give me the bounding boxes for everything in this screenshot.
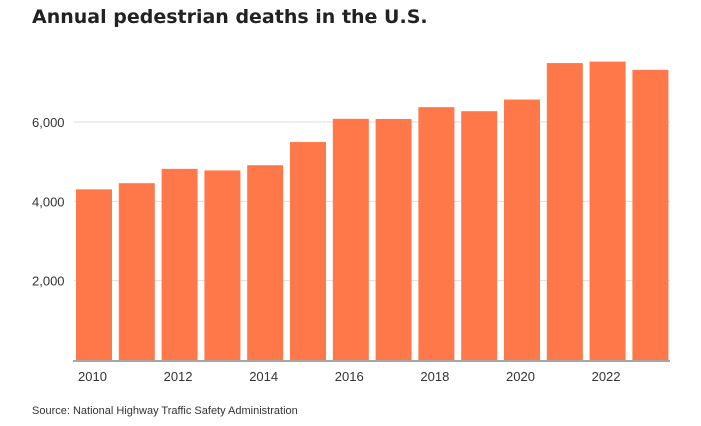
x-tick-label: 2012 (164, 369, 193, 384)
bar-2019 (461, 111, 498, 360)
x-tick-label: 2016 (335, 369, 364, 384)
x-tick-label: 2018 (420, 369, 449, 384)
source-note: Source: National Highway Traffic Safety … (32, 405, 298, 417)
y-tick-label: 6,000 (32, 115, 65, 130)
bar-2021 (546, 63, 583, 361)
bar-2018 (418, 107, 455, 360)
bar-2023 (632, 69, 669, 360)
bar-2022 (589, 61, 626, 360)
x-tick-label: 2020 (506, 369, 535, 384)
bar-2015 (290, 142, 326, 360)
x-tick-label: 2010 (78, 369, 107, 384)
bar-2013 (204, 170, 241, 360)
y-tick-label: 2,000 (32, 274, 65, 289)
bar-2010 (76, 189, 112, 360)
y-tick-label: 4,000 (32, 194, 65, 209)
x-tick-label: 2022 (592, 369, 621, 384)
bar-2020 (504, 99, 540, 360)
x-tick-label: 2014 (249, 369, 278, 384)
bar-2014 (247, 165, 284, 360)
bar-2012 (161, 168, 198, 360)
chart-title: Annual pedestrian deaths in the U.S. (32, 6, 428, 28)
bar-2011 (118, 183, 155, 360)
bar-2016 (332, 118, 369, 360)
bar-2017 (375, 119, 412, 360)
